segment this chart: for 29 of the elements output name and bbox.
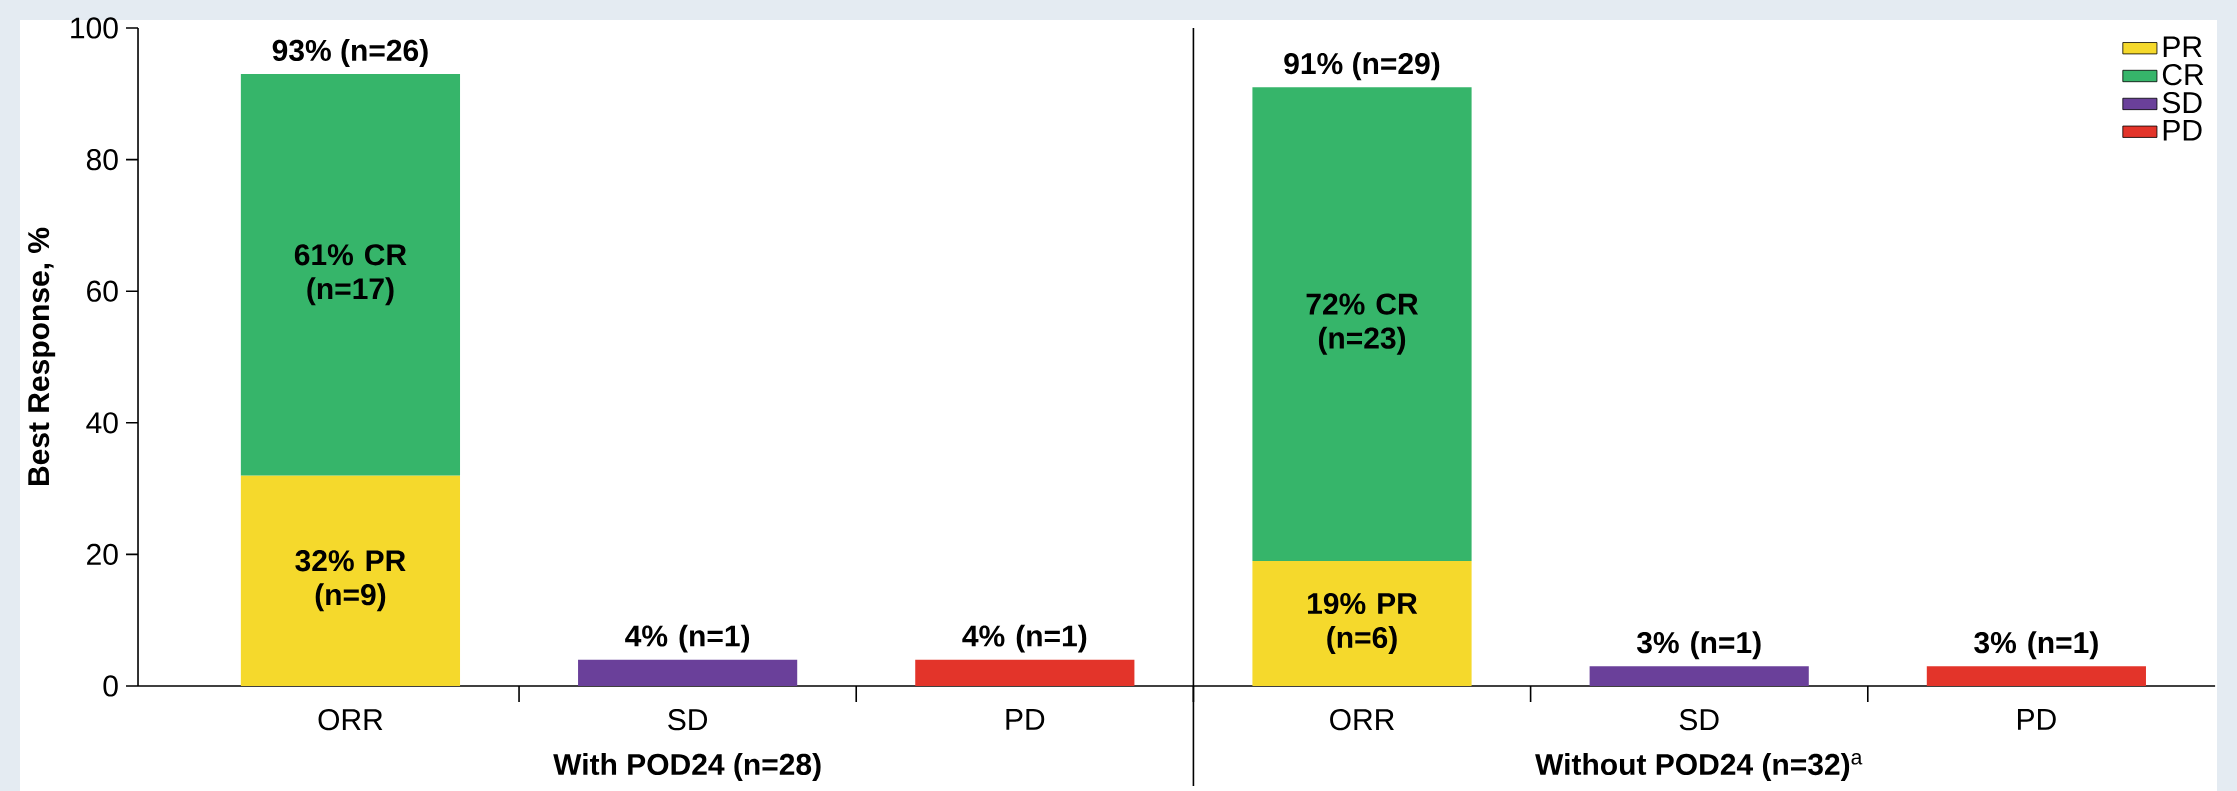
y-tick-label: 0 (103, 675, 118, 697)
data-label: 19% PR (n=6) (1308, 592, 1418, 655)
x-tick-label: PD (1006, 709, 1045, 730)
data-label: 4% (n=1) (962, 624, 1087, 653)
y-axis-title: Best Response, % (28, 227, 56, 486)
total-label: 91% (n=29) (1284, 52, 1440, 81)
y-tick-label: 100 (71, 17, 118, 39)
x-tick-label: ORR (318, 709, 383, 731)
y-tick-label: 80 (86, 148, 118, 171)
data-label: 3% (n=1) (1974, 631, 2098, 660)
y-tick-label: 40 (86, 412, 118, 434)
x-tick-label: SD (1679, 709, 1719, 731)
legend-label: PR (2163, 36, 2202, 58)
x-tick-label: PD (2018, 709, 2056, 730)
data-label: 32% PR (n=9) (295, 550, 406, 612)
legend-label: SD (2162, 91, 2202, 114)
x-tick-label: SD (668, 709, 708, 731)
data-label: 4% (n=1) (625, 624, 750, 653)
data-label: 72% CR (n=23) (1306, 293, 1419, 355)
data-label: 3% (n=1) (1636, 631, 1761, 660)
data-label: 61% CR (n=17) (294, 244, 407, 306)
legend-label: CR (2162, 64, 2204, 86)
y-tick-label: 60 (87, 280, 118, 302)
y-tick-label: 20 (87, 543, 118, 565)
total-label: 93% (n=26) (272, 39, 428, 67)
text: Without POD24 (n=32)$^{a}$ (1535, 753, 1863, 782)
text: With POD24 (n=28) (553, 753, 821, 781)
legend-label: PD (2163, 119, 2202, 141)
x-tick-label: ORR (1330, 709, 1394, 731)
